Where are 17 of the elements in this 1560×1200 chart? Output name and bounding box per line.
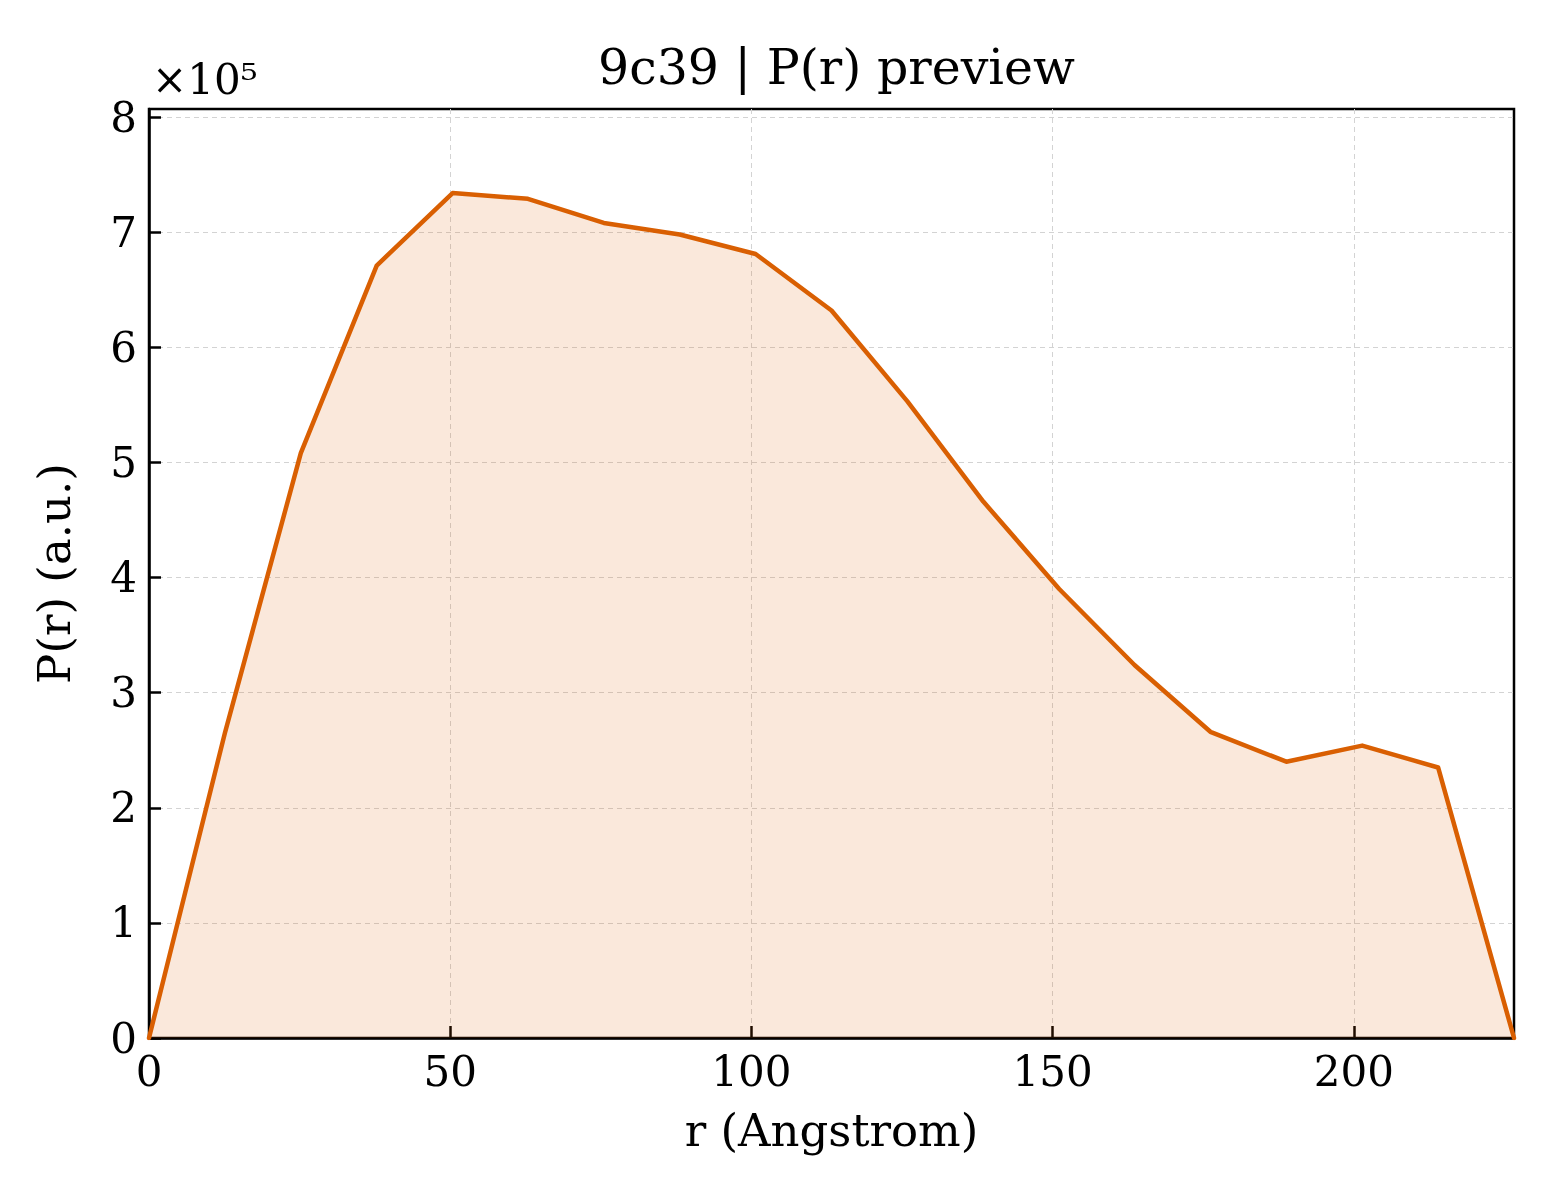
y-tick-label: 2 — [110, 783, 137, 833]
x-tick-label: 150 — [1012, 1046, 1093, 1096]
x-tick-label: 50 — [423, 1046, 477, 1096]
y-tick-label: 1 — [110, 898, 137, 948]
y-tick-label: 5 — [110, 437, 137, 487]
chart-title: 9c39 | P(r) preview — [598, 39, 1076, 96]
x-axis-title: r (Angstrom) — [684, 1104, 979, 1157]
y-tick-label: 0 — [110, 1013, 137, 1063]
y-tick-label: 4 — [110, 553, 137, 603]
y-tick-label: 7 — [110, 207, 137, 257]
y-tick-label: 8 — [110, 92, 137, 142]
x-tick-label: 200 — [1313, 1046, 1394, 1096]
text: ×10⁵ — [152, 54, 258, 104]
y-axis-title: P(r) (a.u.) — [28, 463, 81, 684]
x-tick-label: 100 — [711, 1046, 792, 1096]
y-tick-label: 6 — [110, 322, 137, 372]
y-tick-label: 3 — [110, 668, 137, 718]
